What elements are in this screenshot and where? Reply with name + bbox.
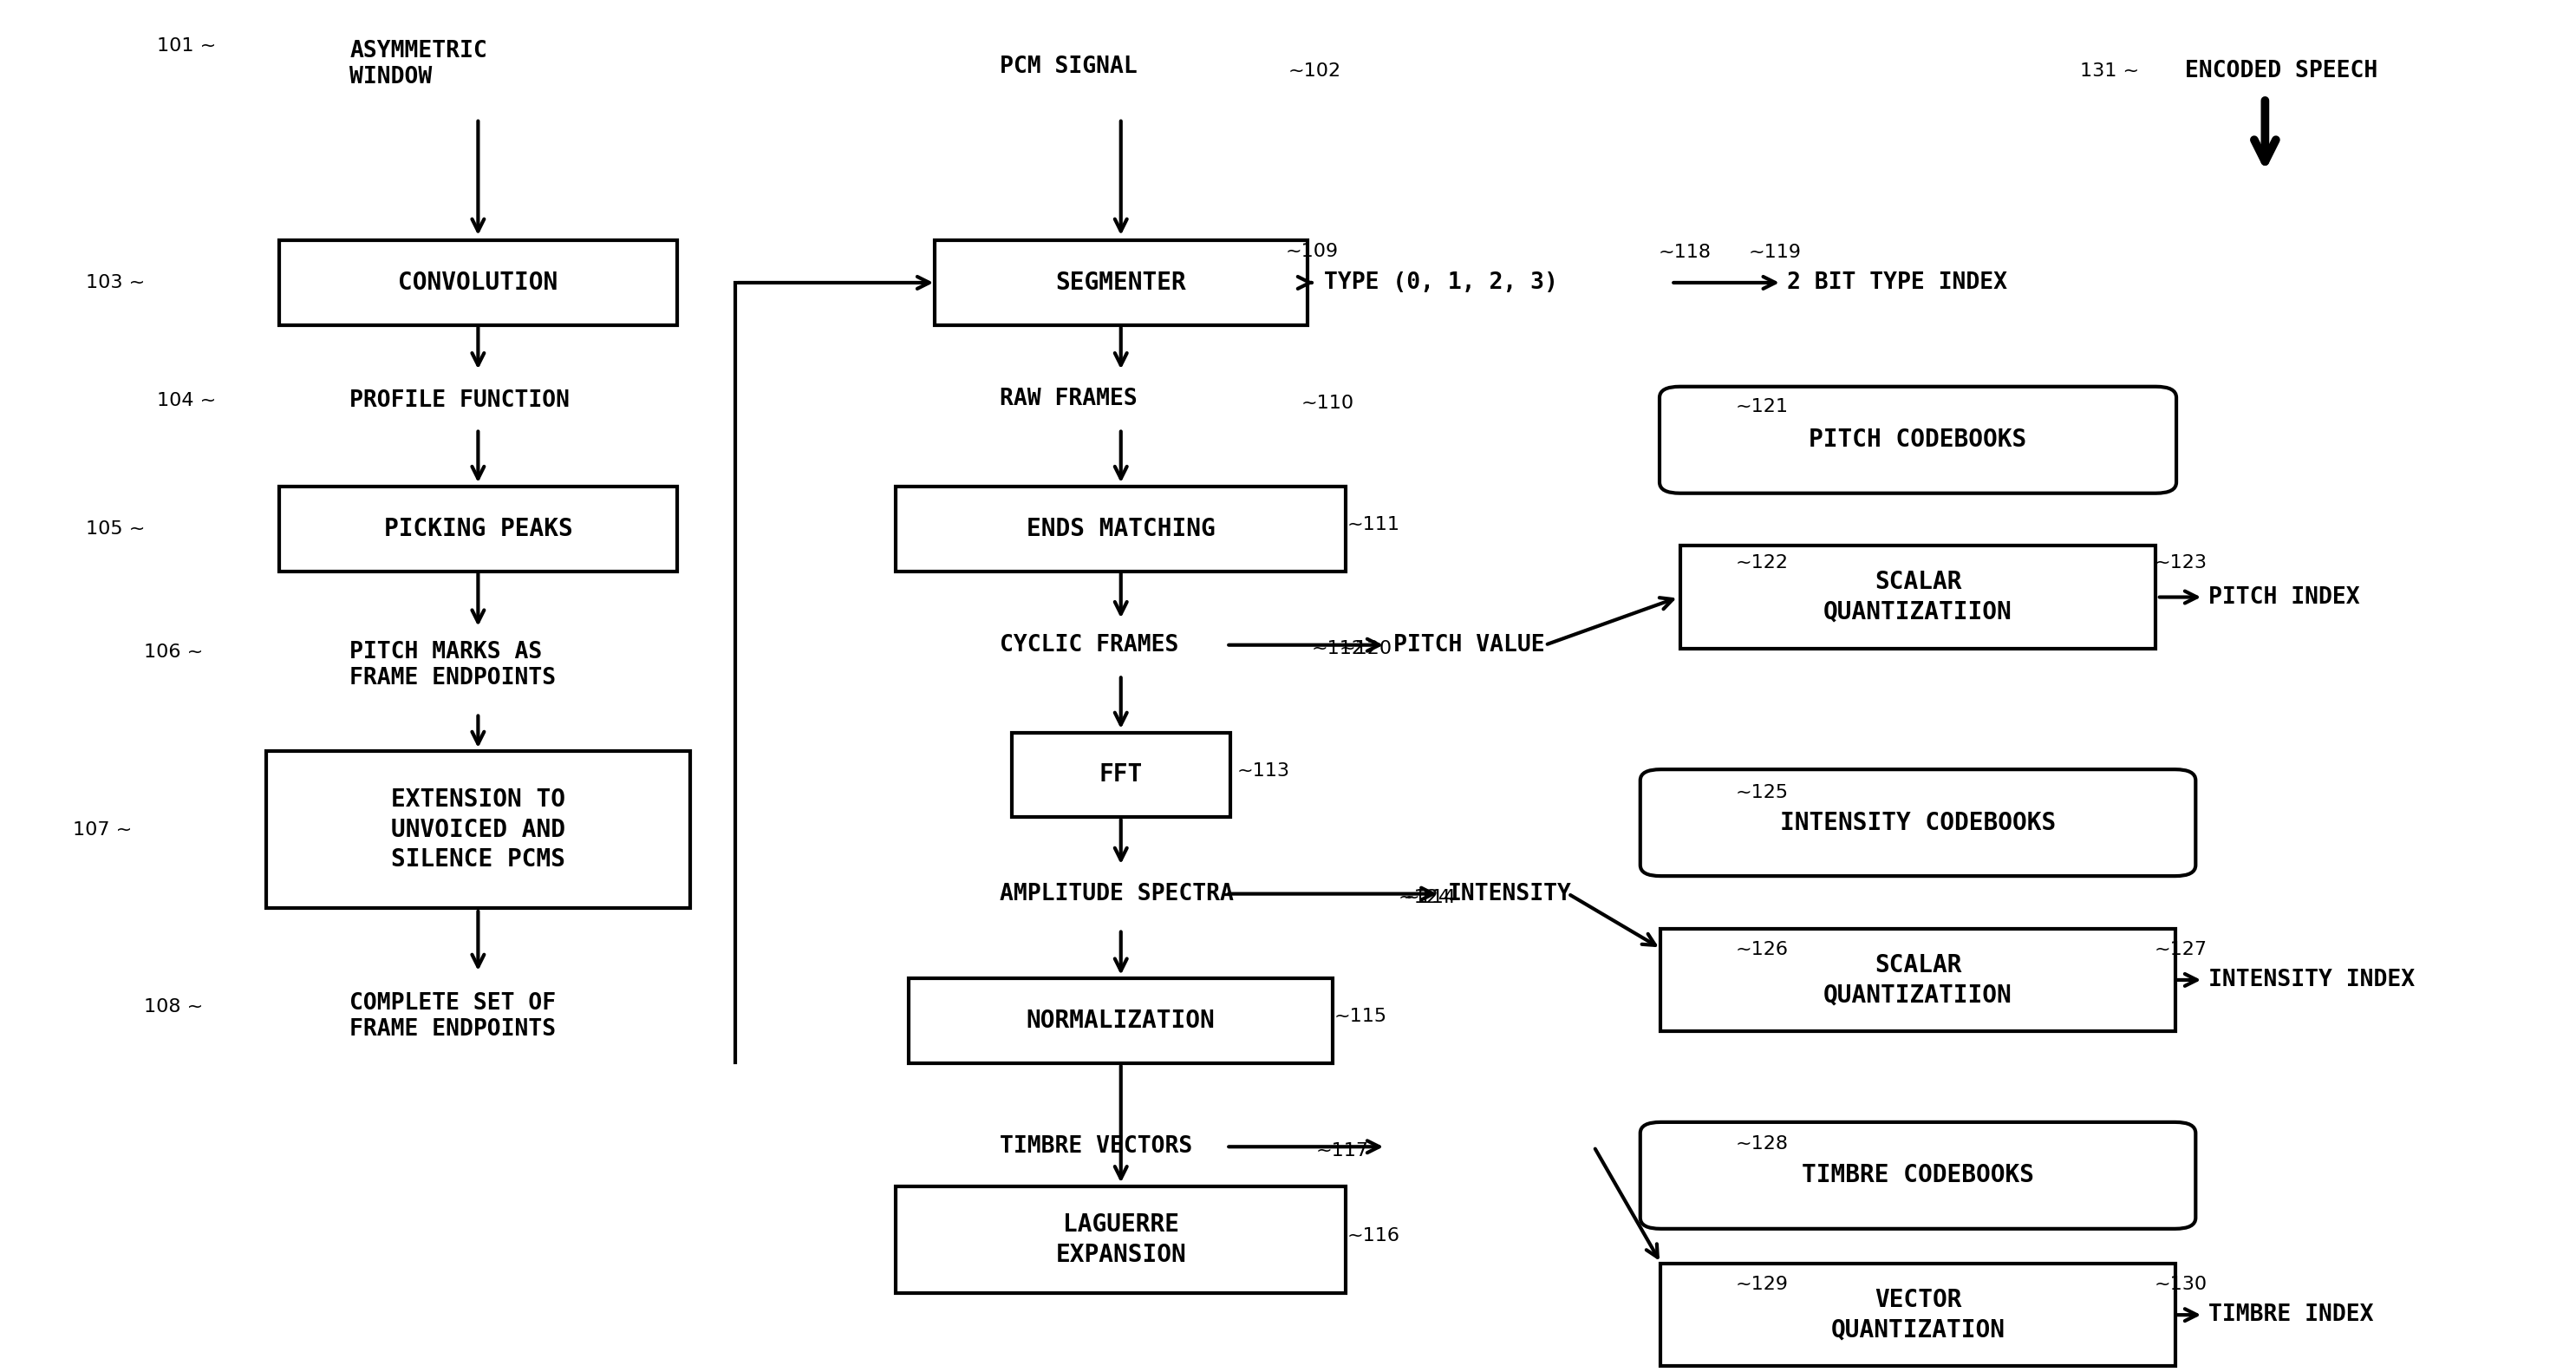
Text: PROFILE FUNCTION: PROFILE FUNCTION (350, 390, 569, 412)
Text: ~128: ~128 (1736, 1136, 1788, 1152)
Text: ~110: ~110 (1301, 394, 1355, 412)
Text: NORMALIZATION: NORMALIZATION (1025, 1008, 1216, 1033)
Text: 101 ~: 101 ~ (157, 37, 216, 55)
Text: VECTOR
QUANTIZATION: VECTOR QUANTIZATION (1832, 1288, 2004, 1342)
Text: 2 BIT TYPE INDEX: 2 BIT TYPE INDEX (1788, 272, 2007, 294)
Text: ~113: ~113 (1236, 761, 1291, 779)
Text: CYCLIC FRAMES: CYCLIC FRAMES (999, 634, 1180, 656)
Text: 131 ~: 131 ~ (2079, 62, 2138, 80)
Text: ~102: ~102 (1288, 62, 1342, 80)
Text: PICKING PEAKS: PICKING PEAKS (384, 517, 572, 541)
FancyBboxPatch shape (1659, 387, 2177, 493)
Text: ~118: ~118 (1659, 244, 1710, 261)
Text: COMPLETE SET OF
FRAME ENDPOINTS: COMPLETE SET OF FRAME ENDPOINTS (350, 992, 556, 1041)
Text: SCALAR
QUANTIZATIION: SCALAR QUANTIZATIION (1824, 569, 2012, 624)
FancyBboxPatch shape (896, 487, 1345, 571)
Text: ~121: ~121 (1736, 398, 1788, 416)
Text: ~125: ~125 (1736, 783, 1788, 801)
FancyBboxPatch shape (1662, 1264, 2174, 1367)
Text: PITCH CODEBOOKS: PITCH CODEBOOKS (1808, 428, 2027, 451)
FancyBboxPatch shape (1662, 929, 2174, 1032)
Text: ~112: ~112 (1311, 641, 1365, 657)
FancyBboxPatch shape (896, 1187, 1345, 1292)
FancyBboxPatch shape (1012, 733, 1231, 818)
Text: PCM SIGNAL: PCM SIGNAL (999, 55, 1139, 78)
FancyBboxPatch shape (278, 487, 677, 571)
Text: ASYMMETRIC
WINDOW: ASYMMETRIC WINDOW (350, 40, 487, 88)
Text: ~114: ~114 (1404, 889, 1455, 907)
Text: CONVOLUTION: CONVOLUTION (399, 270, 559, 295)
Text: FFT: FFT (1100, 763, 1144, 788)
Text: ~115: ~115 (1334, 1008, 1388, 1025)
FancyBboxPatch shape (1641, 770, 2195, 877)
Text: ~119: ~119 (1749, 244, 1801, 261)
Text: RAW FRAMES: RAW FRAMES (999, 388, 1139, 410)
Text: ~130: ~130 (2154, 1276, 2208, 1294)
Text: TIMBRE VECTORS: TIMBRE VECTORS (999, 1136, 1193, 1158)
Text: TYPE (0, 1, 2, 3): TYPE (0, 1, 2, 3) (1324, 272, 1558, 294)
Text: TIMBRE CODEBOOKS: TIMBRE CODEBOOKS (1801, 1163, 2035, 1188)
Text: ~120: ~120 (1340, 641, 1394, 657)
Text: EXTENSION TO
UNVOICED AND
SILENCE PCMS: EXTENSION TO UNVOICED AND SILENCE PCMS (392, 788, 564, 871)
Text: ~116: ~116 (1347, 1227, 1399, 1244)
Text: SCALAR
QUANTIZATIION: SCALAR QUANTIZATIION (1824, 952, 2012, 1007)
Text: INTENSITY INDEX: INTENSITY INDEX (2208, 969, 2414, 991)
Text: INTENSITY CODEBOOKS: INTENSITY CODEBOOKS (1780, 811, 2056, 834)
Text: PITCH MARKS AS
FRAME ENDPOINTS: PITCH MARKS AS FRAME ENDPOINTS (350, 641, 556, 690)
Text: ~129: ~129 (1736, 1276, 1788, 1294)
FancyBboxPatch shape (1641, 1122, 2195, 1229)
Text: 107 ~: 107 ~ (72, 820, 131, 838)
FancyBboxPatch shape (935, 240, 1306, 325)
Text: 104 ~: 104 ~ (157, 391, 216, 409)
Text: ~109: ~109 (1285, 243, 1340, 259)
Text: LAGUERRE
EXPANSION: LAGUERRE EXPANSION (1056, 1213, 1185, 1266)
Text: TIMBRE INDEX: TIMBRE INDEX (2208, 1303, 2372, 1327)
Text: ~111: ~111 (1347, 516, 1399, 534)
Text: AMPLITUDE SPECTRA: AMPLITUDE SPECTRA (999, 882, 1234, 906)
Text: ~124: ~124 (1399, 889, 1450, 907)
FancyBboxPatch shape (909, 978, 1332, 1063)
Text: PITCH VALUE: PITCH VALUE (1394, 634, 1546, 656)
Text: INTENSITY: INTENSITY (1448, 882, 1571, 906)
Text: ~122: ~122 (1736, 554, 1788, 572)
Text: 106 ~: 106 ~ (144, 643, 204, 660)
Text: 105 ~: 105 ~ (85, 520, 144, 538)
Text: ~126: ~126 (1736, 941, 1788, 959)
Text: ENCODED SPEECH: ENCODED SPEECH (2184, 59, 2378, 82)
Text: ~127: ~127 (2154, 941, 2208, 959)
FancyBboxPatch shape (265, 750, 690, 908)
Text: SEGMENTER: SEGMENTER (1056, 270, 1185, 295)
FancyBboxPatch shape (1680, 546, 2156, 649)
Text: 108 ~: 108 ~ (144, 999, 204, 1015)
FancyBboxPatch shape (278, 240, 677, 325)
Text: ~123: ~123 (2154, 554, 2208, 572)
Text: ~117: ~117 (1316, 1142, 1370, 1159)
Text: ENDS MATCHING: ENDS MATCHING (1025, 517, 1216, 541)
Text: 103 ~: 103 ~ (85, 274, 144, 291)
Text: PITCH INDEX: PITCH INDEX (2208, 586, 2360, 608)
